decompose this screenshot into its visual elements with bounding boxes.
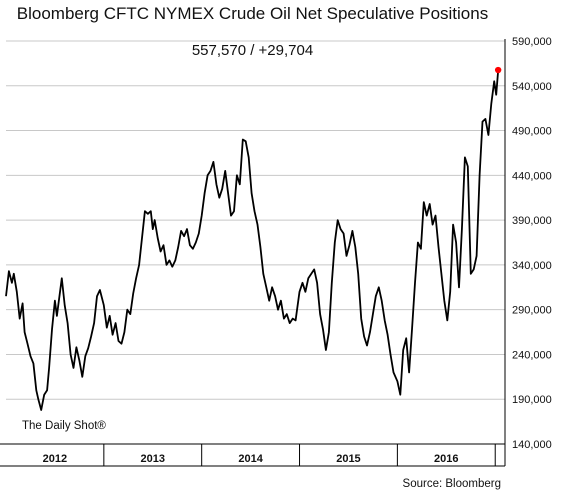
y-tick-label: 540,000 [512, 81, 552, 93]
y-tick-label: 590,000 [512, 36, 552, 48]
chart-subtitle: 557,570 / +29,704 [191, 42, 314, 59]
y-tick-label: 340,000 [512, 260, 552, 272]
y-tick-label: 140,000 [512, 439, 552, 451]
chart-title: Bloomberg CFTC NYMEX Crude Oil Net Specu… [16, 4, 489, 23]
y-tick-label: 190,000 [512, 394, 552, 406]
y-tick-label: 290,000 [512, 305, 552, 317]
x-tick-label: 2012 [43, 453, 67, 465]
x-tick-label: 2015 [336, 453, 360, 465]
x-tick-label: 2014 [238, 453, 263, 465]
y-tick-label: 240,000 [512, 349, 552, 361]
watermark-label: The Daily Shot® [22, 420, 106, 432]
x-tick-label: 2016 [434, 453, 458, 465]
x-tick-label: 2013 [141, 453, 165, 465]
y-tick-label: 390,000 [512, 215, 552, 227]
last-value-marker [494, 66, 502, 74]
y-tick-label: 440,000 [512, 170, 552, 182]
y-tick-label: 490,000 [512, 126, 552, 138]
source-label: Source: Bloomberg [402, 478, 501, 490]
series-line [5, 69, 500, 411]
